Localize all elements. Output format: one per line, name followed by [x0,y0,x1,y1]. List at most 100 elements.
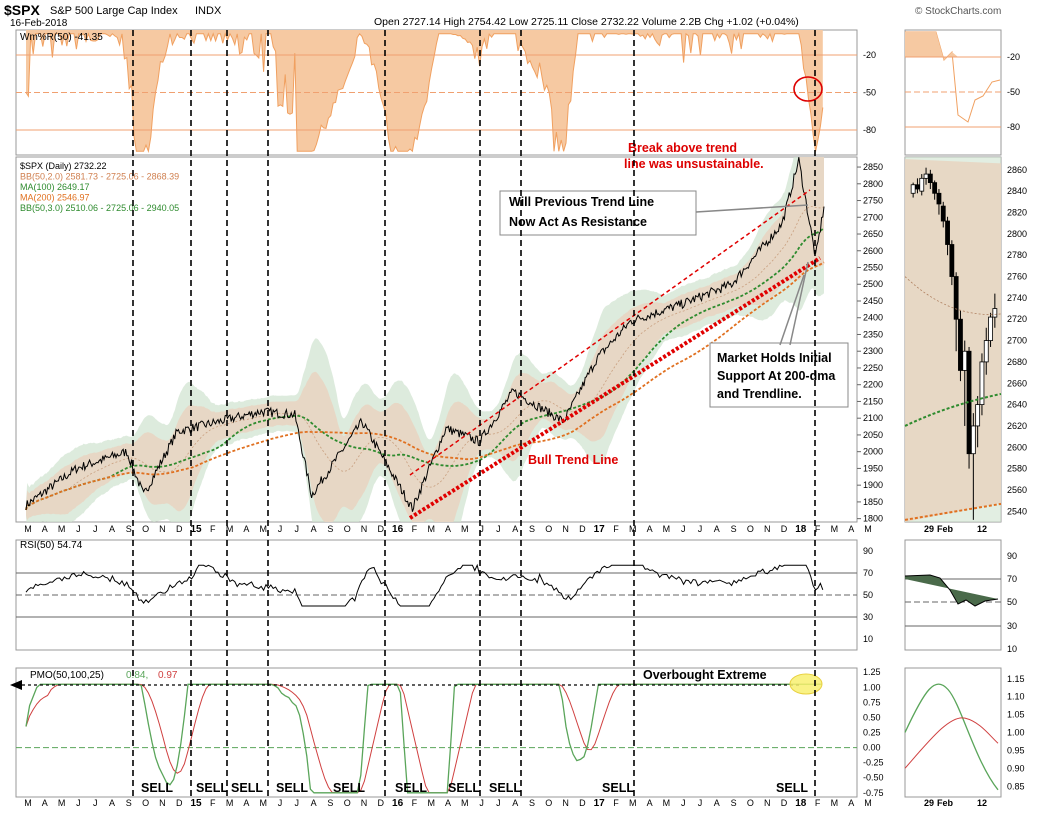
zoom-pmo-tick: 0.90 [1007,763,1025,773]
x-axis-label: J [278,524,283,534]
zoom-x-label-bottom: Feb [937,798,954,808]
x-axis-label-bottom: A [714,798,720,808]
x-axis-label: M [24,524,32,534]
wmr-circle-highlight [793,76,823,102]
x-axis-label: A [512,524,518,534]
zoom-candle-body [988,316,993,341]
watermark: © StockCharts.com [915,6,1001,17]
price-tick-label: 2650 [863,229,883,239]
x-axis-label: 18 [795,524,807,535]
price-tick-label: 2100 [863,413,883,423]
x-axis-label-bottom: N [159,798,166,808]
overbought-label: Overbought Extreme [643,668,767,682]
pmo-line [25,683,822,794]
x-axis-label: A [311,524,317,534]
zoom-ma200-line [904,502,1002,521]
zoom-pmo-tick: 1.15 [1007,674,1025,684]
x-axis-label-bottom: A [848,798,854,808]
x-axis-label-bottom: J [496,798,501,808]
price-tick-label: 2550 [863,263,883,273]
ma200-line [25,261,825,511]
zoom-tick-label: 2820 [1007,207,1027,217]
zoom-candle-body [962,350,968,371]
zoom-pmo-signal [904,717,999,769]
x-axis-label: J [93,524,98,534]
zoom-candle-body [945,220,950,245]
x-axis-label: F [613,524,619,534]
zoom-tick-label: 2780 [1007,250,1027,260]
x-axis-label: M [226,524,234,534]
sell-label: SELL [489,781,521,795]
x-axis-label-bottom: M [24,798,32,808]
zoom-tick-label: 2540 [1007,506,1027,516]
x-axis-label-bottom: A [311,798,317,808]
zoom-wmr-area [905,32,958,60]
annotation-support-1: Market Holds Initial [717,351,832,365]
price-legend-4: BB(50,3.0) 2510.06 - 2725.06 - 2940.05 [20,203,179,213]
price-tick-label: 1850 [863,497,883,507]
zoom-pmo-tick: 1.05 [1007,710,1025,720]
x-axis-label-bottom: F [613,798,619,808]
support-callout-box [709,342,849,408]
pmo-tick-label: 1.00 [863,682,881,692]
pmo-panel-frame [15,667,858,798]
zoom-tick-label: 2600 [1007,442,1027,452]
zoom-wmr-tick: -20 [1007,52,1020,62]
zoom-x-label-bottom: 12 [977,798,987,808]
x-axis-label: 17 [594,524,606,535]
annotation-resistance-2: Now Act As Resistance [509,215,647,229]
x-axis-label-bottom: A [243,798,249,808]
zoom-tick-label: 2760 [1007,272,1027,282]
rsi-tick-label: 10 [863,634,873,644]
wmr-legend: Wm%R(50) -41.35 [20,32,103,43]
zoom-rsi-tick: 70 [1007,574,1017,584]
pmo-tick-label: 0.50 [863,712,881,722]
price-tick-label: 2200 [863,380,883,390]
x-axis-label: N [159,524,166,534]
x-axis-label-bottom: S [731,798,737,808]
price-tick-label: 2400 [863,313,883,323]
zoom-tick-label: 2620 [1007,421,1027,431]
zoom-tick-label: 2800 [1007,229,1027,239]
x-axis-label: A [445,524,451,534]
annotation-support-3: and Trendline. [717,387,802,401]
zoom-x-label-bottom: 29 [924,798,934,808]
x-axis-label: J [479,524,484,534]
x-axis-label-bottom: M [663,798,671,808]
x-axis-label-bottom: A [512,798,518,808]
overbought-highlight [789,673,823,695]
zoom-pmo-tick: 0.85 [1007,781,1025,791]
zoom-candle-body [910,184,916,194]
price-legend-3: MA(200) 2546.97 [20,193,90,203]
pmo-tick-label: -0.75 [863,788,884,798]
rsi-tick-label: 30 [863,612,873,622]
x-axis-label-bottom: M [461,798,469,808]
zoom-tick-label: 2860 [1007,165,1027,175]
x-axis-label-bottom: 17 [594,798,606,809]
x-axis-label-bottom: M [629,798,637,808]
x-axis-label: A [714,524,720,534]
zoom-rsi-tick: 10 [1007,644,1017,654]
annotation-break-2: line was unsustainable. [624,157,764,171]
x-axis-label-bottom: S [126,798,132,808]
date-label: 16-Feb-2018 [10,18,68,29]
x-axis-label: N [764,524,771,534]
price-tick-label: 1800 [863,514,883,524]
zoom-midline [904,276,1002,315]
x-axis-label-bottom: D [579,798,586,808]
bb2-band [26,157,824,522]
x-axis-label-bottom: J [295,798,300,808]
x-axis-label-bottom: F [210,798,216,808]
pmo-tick-label: 1.25 [863,667,881,677]
zoom-tick-label: 2680 [1007,357,1027,367]
x-axis-label-bottom: O [344,798,351,808]
wmr-tick-label: -80 [863,125,876,135]
resistance-pointer [695,204,809,213]
x-axis-label: M [629,524,637,534]
zoom-wmr-tick: -50 [1007,87,1020,97]
x-axis-label-bottom: F [412,798,418,808]
x-axis-label: A [42,524,48,534]
arrow-head-icon [10,680,22,690]
x-axis-label: F [210,524,216,534]
